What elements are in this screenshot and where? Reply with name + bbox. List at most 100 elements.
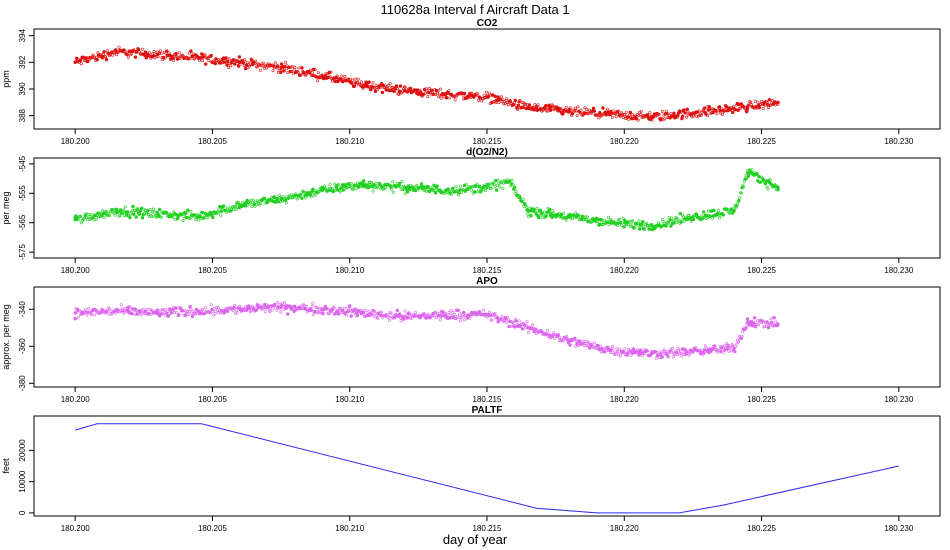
data-point	[411, 185, 415, 189]
data-point	[162, 307, 166, 311]
data-point	[670, 216, 674, 220]
trend-point	[238, 60, 242, 65]
data-point	[639, 110, 643, 114]
data-point	[551, 209, 555, 213]
data-point	[668, 218, 672, 222]
data-point	[590, 342, 594, 346]
data-point	[532, 108, 536, 112]
data-point	[479, 189, 483, 193]
data-point	[548, 108, 553, 113]
data-point	[332, 306, 336, 310]
data-point	[187, 51, 191, 55]
data-point	[132, 212, 136, 217]
data-point	[633, 225, 637, 229]
data-point	[623, 113, 627, 117]
data-point	[370, 313, 374, 317]
data-point	[386, 313, 390, 317]
data-point	[316, 311, 320, 315]
data-point	[177, 312, 181, 316]
data-point	[384, 84, 388, 88]
data-point	[704, 112, 708, 116]
data-point	[300, 66, 304, 70]
data-point	[687, 213, 691, 217]
data-point	[496, 178, 500, 182]
data-point	[753, 99, 757, 103]
data-point	[200, 52, 204, 56]
data-point	[258, 63, 262, 67]
data-point	[94, 218, 98, 222]
data-point	[263, 310, 267, 314]
data-point	[752, 316, 757, 320]
data-point	[558, 335, 562, 339]
data-point	[390, 187, 394, 191]
data-point	[742, 180, 746, 184]
data-point	[387, 83, 391, 87]
data-point	[387, 315, 391, 319]
trend-point	[691, 111, 695, 115]
data-point	[462, 310, 466, 315]
data-point	[344, 182, 348, 187]
trend-point	[114, 49, 119, 54]
data-point	[761, 178, 765, 182]
data-point	[427, 86, 431, 90]
data-point	[655, 350, 659, 354]
figure-title: 110628a Interval f Aircraft Data 1	[380, 2, 569, 17]
data-point	[677, 349, 681, 353]
data-point	[165, 310, 169, 314]
data-point	[545, 213, 549, 217]
data-point	[511, 183, 515, 187]
data-point	[767, 106, 771, 110]
x-tick-label: 180.220	[610, 137, 639, 146]
trend-point	[485, 95, 489, 99]
data-point	[770, 320, 774, 324]
panel-1: d(O2/N2) per meg 180.200 180.205 180.210 180.…	[1, 147, 941, 275]
data-point	[108, 307, 112, 311]
data-point	[249, 309, 253, 313]
data-point	[658, 352, 663, 356]
data-point	[345, 306, 349, 310]
data-point	[599, 350, 603, 354]
data-point	[634, 116, 639, 121]
data-point	[298, 74, 302, 78]
y-axis-label: per meg	[1, 191, 11, 224]
data-point	[573, 211, 577, 215]
data-point	[664, 224, 668, 228]
trend-point	[279, 305, 283, 310]
data-point	[312, 313, 316, 317]
data-point	[380, 184, 384, 188]
data-point	[613, 112, 617, 116]
data-point	[329, 70, 333, 74]
data-point	[286, 312, 290, 316]
data-point	[188, 304, 192, 309]
trend-point	[567, 109, 572, 114]
data-point	[585, 215, 589, 219]
data-point	[764, 324, 768, 328]
data-point	[637, 227, 642, 231]
data-point	[237, 200, 241, 204]
data-point	[101, 209, 105, 213]
data-point	[312, 190, 316, 194]
data-point	[172, 58, 176, 62]
data-point	[451, 310, 455, 314]
data-point	[152, 210, 156, 214]
data-point	[102, 50, 106, 54]
data-point	[585, 344, 589, 348]
data-point	[493, 312, 497, 316]
data-point	[192, 57, 196, 61]
data-point	[185, 211, 189, 215]
data-point	[294, 192, 298, 196]
data-point	[399, 319, 403, 323]
data-point	[328, 75, 332, 79]
data-point	[271, 69, 275, 73]
data-point	[643, 225, 647, 229]
data-point	[336, 188, 340, 192]
data-point	[679, 110, 683, 114]
data-point	[627, 117, 631, 121]
data-point	[372, 183, 376, 187]
data-point	[338, 190, 342, 194]
data-point	[530, 323, 534, 327]
data-point	[514, 319, 518, 323]
data-point	[439, 314, 443, 318]
data-point	[677, 351, 681, 355]
plot-frame	[33, 286, 941, 388]
